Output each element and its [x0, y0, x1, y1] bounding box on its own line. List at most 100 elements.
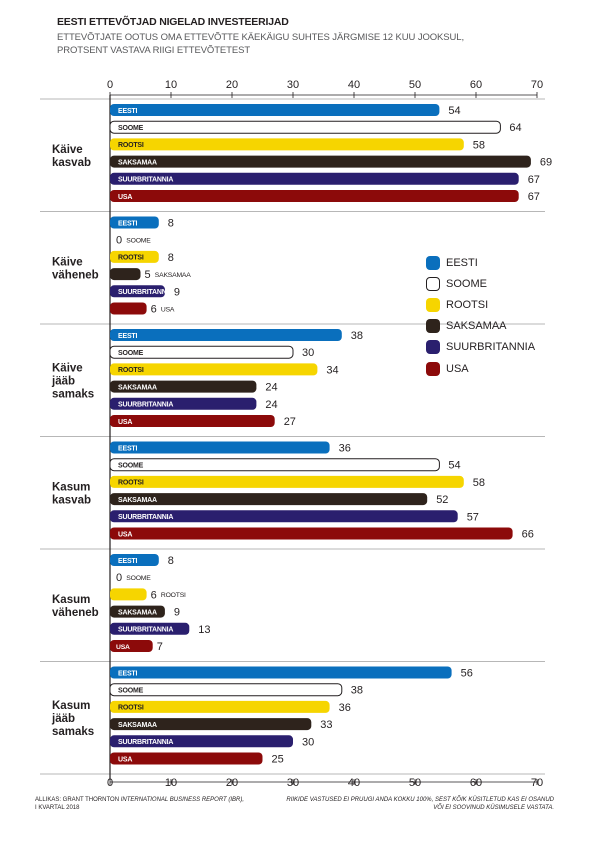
bar-value-label: 58 [473, 139, 485, 151]
bar-value-label: 8 [168, 555, 174, 567]
bar-series-label: ROOTSI [118, 367, 144, 374]
bar [110, 285, 165, 298]
bar-series-label: EESTI [118, 108, 137, 115]
bar-series-label: SAKSAMAA [118, 384, 157, 391]
x-tick-label-top: 20 [226, 79, 238, 91]
bar [110, 527, 513, 540]
bar-series-label: SAKSAMAA [118, 722, 157, 729]
bar-value-label: 67 [528, 174, 540, 186]
bar [110, 216, 159, 229]
bar-series-label: EESTI [118, 670, 137, 677]
x-tick-label-top: 60 [470, 79, 482, 91]
bar-value-label: 66 [522, 529, 534, 541]
bar-value-label: 33 [320, 719, 332, 731]
legend-swatch [426, 340, 440, 355]
bar-value-label: 67 [528, 191, 540, 203]
legend-swatch [426, 255, 440, 270]
bar-series-label: ROOTSI [161, 592, 186, 599]
bar [110, 510, 458, 523]
bar-series-label: SAKSAMAA [118, 159, 157, 166]
bar-series-label: USA [161, 306, 175, 313]
bar-series-label: SOOME [126, 575, 151, 582]
legend-item-saksamaa: SAKSAMAA [426, 316, 535, 337]
chart-legend: EESTI SOOME ROOTSI SAKSAMAA SUURBRITANNIA USA [426, 252, 535, 379]
bar-value-label: 9 [174, 607, 180, 619]
group-label: väheneb [52, 269, 99, 281]
bar-value-label: 56 [461, 668, 473, 680]
bar [110, 329, 342, 341]
bar-series-label: SOOME [126, 238, 151, 245]
legend-label: SOOME [446, 277, 487, 290]
bar-value-label: 6 [151, 589, 157, 601]
legend-swatch [426, 276, 440, 291]
bar [110, 190, 519, 202]
x-tick-label-top: 10 [165, 79, 177, 91]
bar-value-label: 8 [168, 218, 174, 230]
bar [110, 640, 153, 652]
group-label: Käive [52, 256, 83, 268]
bar [110, 104, 440, 116]
group-label: Käive [52, 144, 83, 156]
bar [110, 605, 165, 618]
x-tick-label-top: 50 [409, 79, 421, 91]
bar [110, 666, 452, 679]
x-tick-label-bottom: 0 [107, 777, 113, 789]
bar [110, 380, 257, 393]
bar-series-label: SOOME [118, 350, 144, 357]
x-tick-label-bottom: 40 [348, 777, 360, 789]
bar [110, 302, 147, 315]
bar-value-label: 30 [302, 347, 314, 359]
bar-series-label: USA [116, 644, 130, 651]
source-note: ALLIKAS: GRANT THORNTON INTERNATIONAL BU… [35, 796, 265, 812]
bar-series-label: ROOTSI [118, 142, 144, 149]
group-label: Kasum [52, 481, 90, 493]
chart-title: EESTI ETTEVÕTJAD NIGELAD INVESTEERIJAD [57, 16, 289, 28]
chart-subtitle: ETTEVÕTJATE OOTUS OMA ETTEVÕTTE KÄEKÄIGU… [57, 32, 465, 56]
bar [109, 683, 343, 697]
bar-series-label: EESTI [118, 333, 137, 340]
legend-swatch [426, 319, 440, 334]
x-tick-label-bottom: 30 [287, 777, 299, 789]
bar [110, 735, 293, 748]
bar [110, 588, 147, 601]
source-period: I KVARTAL 2018 [35, 805, 80, 811]
x-tick-label-top: 30 [287, 79, 299, 91]
bar-value-label: 30 [302, 736, 314, 748]
legend-item-eesti: EESTI [426, 252, 535, 273]
bar-value-label: 64 [509, 122, 521, 134]
bar-value-label: 7 [157, 641, 163, 653]
bar-series-label: SOOME [118, 125, 144, 132]
bar-series-label: SOOME [118, 463, 144, 470]
bar-series-label: EESTI [118, 558, 137, 565]
legend-item-suurbritannia: SUURBRITANNIA [426, 337, 535, 358]
bar-value-label: 38 [351, 330, 363, 342]
legend-label: SUURBRITANNIA [446, 341, 536, 354]
legend-label: USA [446, 362, 469, 375]
x-tick-label-top: 70 [531, 79, 543, 91]
bar-series-label: SUURBRITANNIA [118, 739, 173, 746]
bar [109, 120, 501, 134]
group-label: samaks [52, 388, 94, 400]
bar-series-label: SUURBRITANNIA [118, 627, 173, 634]
bar-value-label: 6 [151, 304, 157, 316]
legend-item-soome: SOOME [426, 273, 535, 294]
x-tick-label-top: 40 [348, 79, 360, 91]
bar [110, 718, 312, 731]
bar-value-label: 36 [339, 443, 351, 455]
bar-series-label: SAKSAMAA [118, 609, 157, 616]
bar-value-label: 52 [436, 494, 448, 506]
bar-value-label: 9 [174, 286, 180, 298]
bar-value-label: 0 [116, 235, 122, 247]
group-label: jääb [51, 375, 75, 387]
group-label: Käive [52, 362, 83, 374]
bar-value-label: 57 [467, 511, 479, 523]
bar-value-label: 69 [540, 157, 552, 169]
bar-series-label: EESTI [118, 445, 137, 452]
bar [110, 138, 464, 151]
footnote: RIIKIDE VASTUSED EI PRUUGI ANDA KOKKU 10… [286, 797, 554, 811]
bar-value-label: 36 [339, 702, 351, 714]
bar-value-label: 24 [265, 382, 277, 394]
legend-label: SAKSAMAA [446, 320, 507, 333]
bar-value-label: 54 [448, 460, 460, 472]
